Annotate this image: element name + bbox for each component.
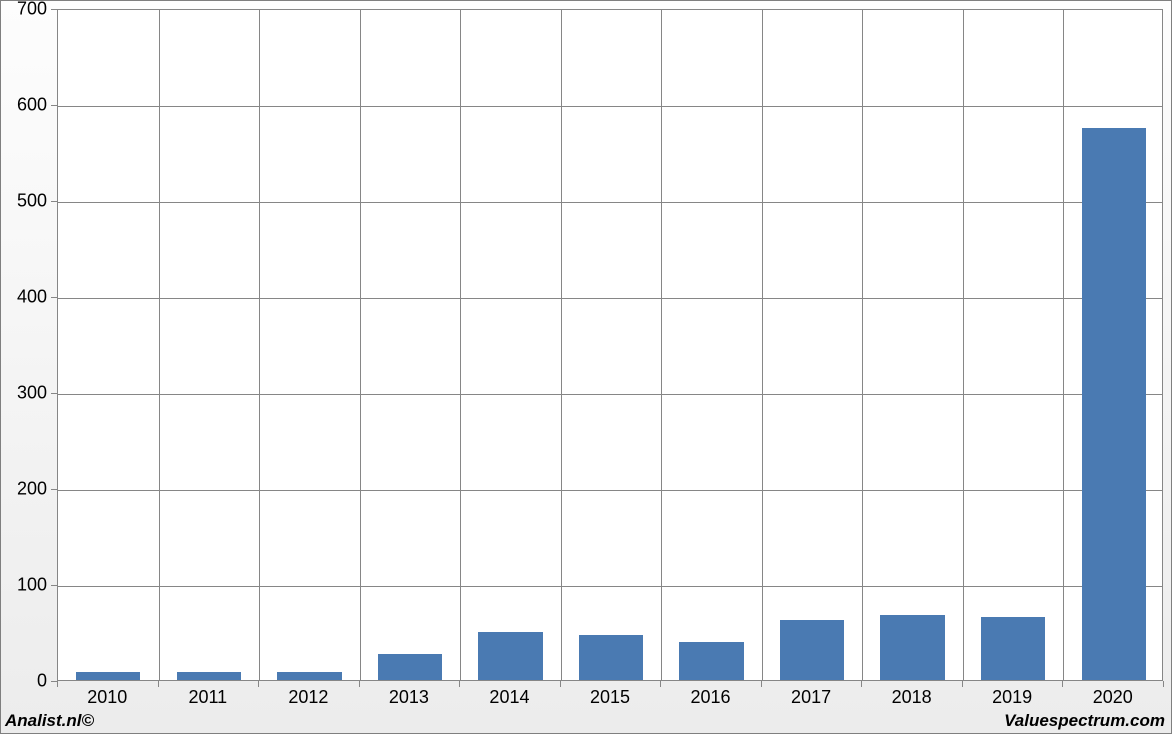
y-tick-label: 200 [1,479,47,500]
bar [277,672,341,680]
gridline-vertical [460,10,461,680]
x-tick-mark [1062,681,1063,687]
gridline-vertical [1063,10,1064,680]
gridline-horizontal [58,202,1162,203]
x-tick-label: 2018 [892,687,932,708]
x-tick-label: 2015 [590,687,630,708]
x-tick-mark [761,681,762,687]
x-tick-label: 2011 [188,687,227,708]
x-tick-mark [1163,681,1164,687]
x-tick-mark [359,681,360,687]
x-tick-mark [57,681,58,687]
y-tick-mark [51,9,57,10]
bar [981,617,1045,680]
x-tick-mark [660,681,661,687]
gridline-horizontal [58,490,1162,491]
x-tick-mark [962,681,963,687]
gridline-vertical [862,10,863,680]
gridline-vertical [762,10,763,680]
x-tick-label: 2020 [1093,687,1133,708]
bar [478,632,542,680]
y-tick-mark [51,105,57,106]
y-tick-label: 700 [1,0,47,20]
y-tick-label: 500 [1,191,47,212]
y-tick-label: 100 [1,575,47,596]
footer-left: Analist.nl© [5,711,94,731]
gridline-vertical [561,10,562,680]
y-tick-label: 600 [1,95,47,116]
x-tick-label: 2012 [288,687,328,708]
chart-frame: 0 100 200 300 400 500 600 700 2010 2011 2012 2013 2… [0,0,1172,734]
bar [679,642,743,680]
y-tick-mark [51,297,57,298]
y-tick-label: 0 [1,671,47,692]
gridline-vertical [661,10,662,680]
x-tick-mark [158,681,159,687]
y-tick-mark [51,201,57,202]
y-tick-label: 300 [1,383,47,404]
bar [76,672,140,680]
x-tick-mark [459,681,460,687]
y-tick-label: 400 [1,287,47,308]
footer-right: Valuespectrum.com [1004,711,1165,731]
gridline-horizontal [58,586,1162,587]
bar [1082,128,1146,680]
x-tick-label: 2010 [87,687,127,708]
gridline-horizontal [58,394,1162,395]
x-tick-mark [861,681,862,687]
y-tick-mark [51,489,57,490]
y-tick-mark [51,585,57,586]
plot-area [57,9,1163,681]
bar [780,620,844,680]
x-tick-mark [560,681,561,687]
gridline-vertical [360,10,361,680]
gridline-horizontal [58,106,1162,107]
bar [579,635,643,680]
bar [378,654,442,680]
x-tick-label: 2019 [992,687,1032,708]
x-tick-label: 2013 [389,687,429,708]
x-tick-label: 2017 [791,687,831,708]
bar [177,672,241,680]
x-tick-label: 2016 [691,687,731,708]
gridline-vertical [159,10,160,680]
x-tick-mark [258,681,259,687]
gridline-horizontal [58,298,1162,299]
gridline-vertical [963,10,964,680]
x-tick-label: 2014 [489,687,529,708]
bar [880,615,944,680]
gridline-vertical [259,10,260,680]
y-tick-mark [51,393,57,394]
